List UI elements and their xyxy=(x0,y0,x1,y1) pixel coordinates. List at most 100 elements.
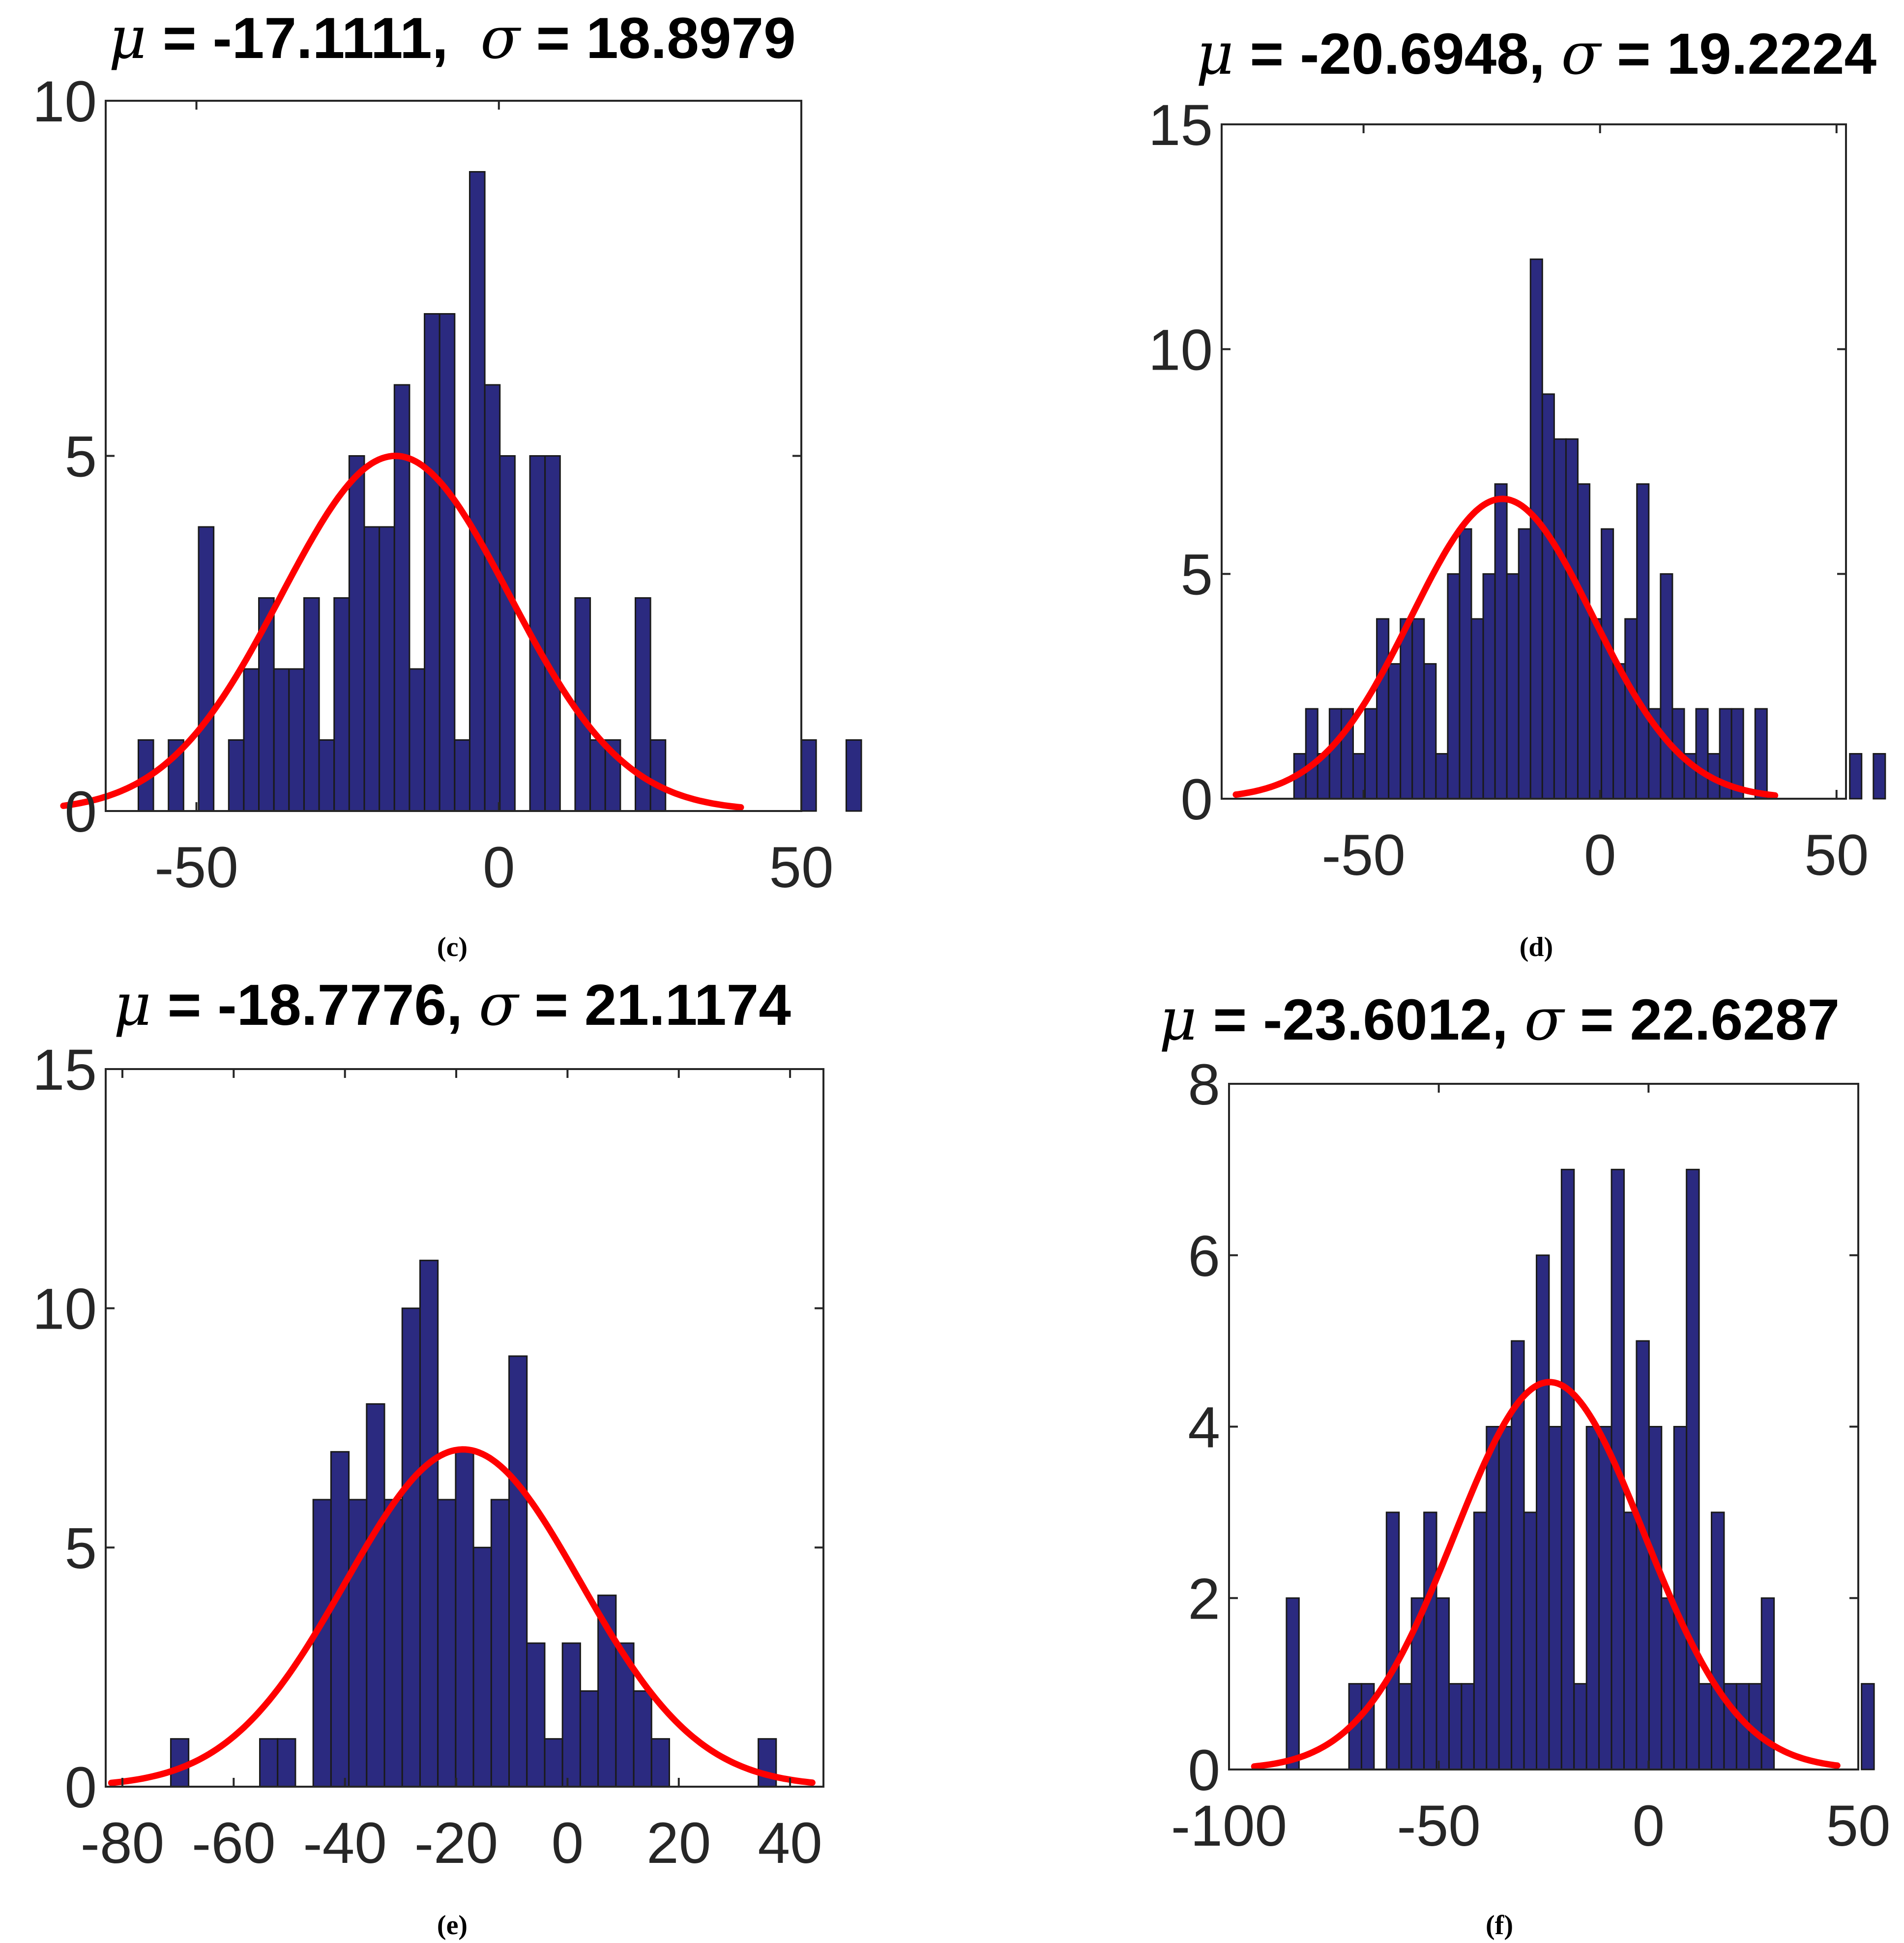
histogram-bar xyxy=(544,1738,563,1788)
y-tick-label: 10 xyxy=(32,1277,97,1342)
histogram-bar xyxy=(1861,1683,1875,1770)
histogram-bar xyxy=(393,384,410,812)
mean-text: = -17.1111, xyxy=(146,6,480,71)
histogram-bar xyxy=(1873,753,1886,800)
histogram-bar xyxy=(348,1499,368,1788)
axes-box xyxy=(105,1068,824,1788)
histogram-bar xyxy=(574,597,591,812)
histogram-bar xyxy=(1364,708,1378,800)
histogram-bar xyxy=(1506,573,1520,800)
histogram-bar xyxy=(437,1499,457,1788)
x-tick-label: 50 xyxy=(1804,823,1869,888)
histogram-bar xyxy=(1473,1511,1488,1770)
chart-title: μ = -17.1111, σ = 18.8979 xyxy=(109,4,795,72)
histogram-bar xyxy=(484,384,501,812)
histogram-bar xyxy=(1695,708,1709,800)
histogram-bar xyxy=(508,1355,528,1788)
histogram-bar xyxy=(1448,1683,1463,1770)
histogram-bar xyxy=(273,668,290,812)
histogram-bar xyxy=(1305,708,1318,800)
std-text: = 21.1174 xyxy=(518,973,791,1038)
histogram-bar xyxy=(1523,1511,1537,1770)
histogram-bar xyxy=(383,1499,403,1788)
histogram-bar xyxy=(1623,1511,1638,1770)
histogram-bar xyxy=(366,1403,385,1788)
histogram-bar xyxy=(1698,1683,1713,1770)
histogram-bar xyxy=(1601,528,1614,800)
chart-title: μ = -23.6012, σ = 22.6287 xyxy=(1159,986,1840,1053)
histogram-bar xyxy=(1447,573,1461,800)
mu-symbol: μ xyxy=(1159,986,1197,1053)
histogram-bar xyxy=(198,526,215,812)
y-tick-label: 0 xyxy=(64,780,97,844)
y-tick-label: 15 xyxy=(32,1038,97,1102)
mean-text: = -20.6948, xyxy=(1234,22,1561,87)
histogram-bar xyxy=(649,739,667,812)
panel-caption: (f) xyxy=(1486,1910,1513,1941)
histogram-bar xyxy=(633,1690,652,1788)
histogram-bar xyxy=(650,1738,670,1788)
x-tick-label: -80 xyxy=(81,1811,165,1876)
histogram-bar xyxy=(333,597,350,812)
histogram-bar xyxy=(401,1307,421,1788)
chart-title: μ = -18.7776, σ = 21.1174 xyxy=(114,971,791,1039)
histogram-bar xyxy=(845,739,862,812)
histogram-bar xyxy=(303,597,320,812)
histogram-bar xyxy=(544,455,561,812)
histogram-bar xyxy=(1459,528,1472,800)
y-tick-label: 10 xyxy=(32,69,97,134)
histogram-bar xyxy=(1598,1426,1612,1770)
histogram-bar xyxy=(1385,1511,1400,1770)
sigma-symbol: σ xyxy=(479,971,520,1039)
panel-caption: (d) xyxy=(1520,932,1553,962)
std-text: = 18.8979 xyxy=(520,6,796,71)
histogram-bar xyxy=(526,1642,546,1788)
histogram-bar xyxy=(1673,1426,1688,1770)
normal-fit-curve xyxy=(1232,495,1779,799)
y-tick-label: 10 xyxy=(1148,318,1213,382)
histogram-bar xyxy=(259,1738,279,1788)
y-tick-label: 5 xyxy=(1180,543,1213,608)
histogram-bar xyxy=(1548,1426,1562,1770)
x-tick-label: -50 xyxy=(1321,823,1406,888)
histogram-bar xyxy=(1636,1340,1650,1770)
x-tick-label: -60 xyxy=(192,1811,276,1876)
histogram-bar xyxy=(288,668,305,812)
histogram-bar xyxy=(1648,1426,1663,1770)
histogram-bar xyxy=(439,313,456,812)
histogram-bar xyxy=(1577,483,1591,800)
panel-c: -50 0 50 0 5 10μ = -17.1111, σ = 18.8979 (c) xyxy=(32,4,862,962)
x-tick-label: 0 xyxy=(1633,1794,1665,1858)
normal-fit-curve xyxy=(108,1446,816,1786)
histogram-bar xyxy=(1482,573,1496,800)
histogram-bar xyxy=(379,526,395,812)
x-tick-label: -50 xyxy=(154,835,238,900)
histogram-bar xyxy=(1711,1511,1725,1770)
x-tick-label: 0 xyxy=(1584,823,1616,888)
histogram-bar xyxy=(330,1451,350,1788)
y-tick-label: 5 xyxy=(64,1516,97,1581)
histogram-bar xyxy=(1573,1683,1587,1770)
y-tick-label: 0 xyxy=(64,1755,97,1820)
histogram-bar xyxy=(424,313,440,812)
histogram-bar xyxy=(419,1259,439,1788)
histogram-bar xyxy=(318,739,335,812)
x-tick-label: 50 xyxy=(1826,1794,1890,1858)
histogram-bar xyxy=(363,526,381,812)
histogram-bar xyxy=(312,1499,332,1788)
histogram-bar xyxy=(1849,753,1863,800)
x-tick-label: 50 xyxy=(769,835,833,900)
histogram-bar xyxy=(409,668,426,812)
histogram-bar xyxy=(1661,1597,1675,1770)
histogram-bar xyxy=(1461,1683,1475,1770)
histogram-bar xyxy=(1498,1426,1513,1770)
axes-box xyxy=(1221,123,1847,800)
sigma-symbol: σ xyxy=(480,4,522,72)
histogram-bar xyxy=(1423,1511,1437,1770)
histogram-bar xyxy=(1411,618,1425,800)
histogram-bar xyxy=(1423,663,1437,800)
histogram-bar xyxy=(243,668,260,812)
histogram-bar xyxy=(1636,483,1650,800)
histogram-bar xyxy=(454,739,470,812)
